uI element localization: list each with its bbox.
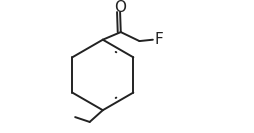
Text: O: O: [114, 0, 126, 15]
Text: F: F: [154, 32, 163, 47]
